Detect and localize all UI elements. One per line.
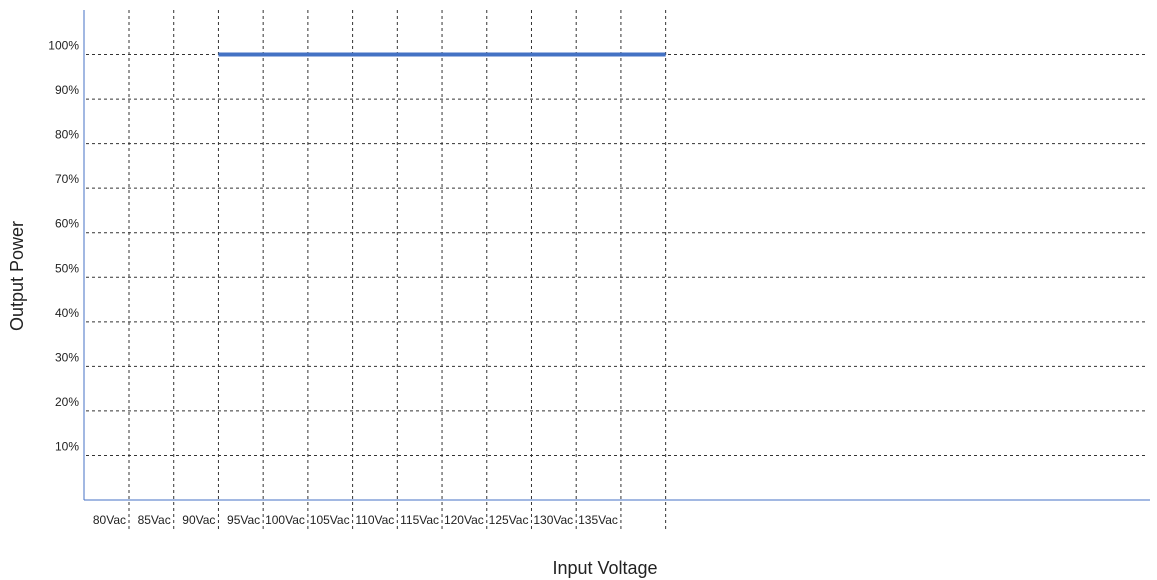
horizontal-gridlines [86, 54, 1148, 456]
y-tick-label: 70% [55, 172, 79, 186]
x-tick-label: 110Vac [355, 513, 394, 527]
y-tick-label: 60% [55, 217, 79, 231]
x-tick-label: 130Vac [533, 513, 573, 527]
x-tick-label: 120Vac [444, 513, 484, 527]
x-tick-label: 100Vac [265, 513, 305, 527]
x-axis-title: Input Voltage [552, 558, 657, 578]
y-tick-label: 90% [55, 83, 79, 97]
y-tick-label: 100% [48, 39, 79, 53]
x-tick-label: 95Vac [227, 513, 260, 527]
x-tick-label: 115Vac [400, 513, 439, 527]
x-tick-label: 80Vac [93, 513, 126, 527]
y-tick-label: 10% [55, 439, 79, 453]
x-tick-label: 135Vac [578, 513, 618, 527]
x-tick-label: 90Vac [182, 513, 215, 527]
y-tick-label: 20% [55, 395, 79, 409]
vertical-gridlines [128, 10, 667, 532]
y-tick-label: 50% [55, 261, 79, 275]
y-axis-title: Output Power [7, 221, 27, 331]
y-tick-label: 30% [55, 350, 79, 364]
x-tick-label: 85Vac [138, 513, 171, 527]
x-axis-ticks: 80Vac 85Vac 90Vac 95Vac 100Vac 105Vac 110Vac 11… [93, 513, 618, 527]
x-tick-label: 125Vac [489, 513, 529, 527]
x-tick-label: 105Vac [310, 513, 350, 527]
y-tick-label: 80% [55, 128, 79, 142]
y-axis-ticks: 10% 20% 30% 40% 50% 60% 70% 80% 90% 100% [48, 39, 79, 454]
y-tick-label: 40% [55, 306, 79, 320]
